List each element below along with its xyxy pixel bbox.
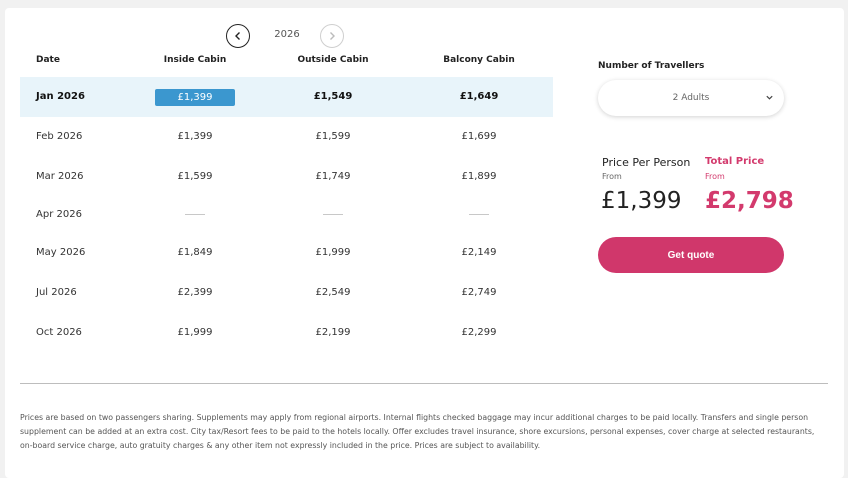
get-quote-button[interactable]: Get quote [598,237,784,273]
inside-price[interactable]: £1,599 [177,171,213,182]
table-row[interactable]: Feb 2026 £1,399 £1,599 £1,699 [20,117,553,157]
outside-price[interactable]: £2,199 [315,327,351,338]
table-row[interactable]: Jul 2026 £2,399 £2,549 £2,749 [20,273,553,313]
travellers-label: Number of Travellers [598,61,705,71]
outside-price[interactable]: £1,749 [315,171,351,182]
row-date: Feb 2026 [36,131,83,142]
chevron-right-icon [330,32,335,40]
unavailable-dash [136,209,254,215]
header-inside-cabin: Inside Cabin [163,55,227,65]
balcony-price[interactable]: £2,299 [461,327,497,338]
travellers-value: 2 Adults [672,93,710,103]
header-outside-cabin: Outside Cabin [297,55,369,65]
row-date: Jan 2026 [36,91,85,102]
table-row[interactable]: May 2026 £1,849 £1,999 £2,149 [20,233,553,273]
year-navigation: 2026 [226,24,348,50]
row-date: May 2026 [36,247,86,258]
chevron-down-icon [766,95,773,100]
balcony-price[interactable]: £1,899 [461,171,497,182]
balcony-price[interactable]: £2,749 [461,287,497,298]
balcony-price[interactable]: £1,649 [459,91,499,102]
inside-price[interactable]: £1,849 [177,247,213,258]
inside-price[interactable]: £2,399 [177,287,213,298]
price-per-person-label: Price Per Person [602,156,691,169]
price-table: Date Inside Cabin Outside Cabin Balcony … [20,55,553,353]
next-year-button[interactable] [320,24,344,48]
table-row[interactable]: Oct 2026 £1,999 £2,199 £2,299 [20,313,553,353]
price-per-person-value: £1,399 [601,188,682,214]
travellers-select[interactable]: 2 Adults [598,80,784,116]
row-date: Jul 2026 [36,287,77,298]
total-from: From [705,172,725,181]
inside-price-selected[interactable]: £1,399 [155,89,235,106]
unavailable-dash [420,209,538,215]
row-date: Oct 2026 [36,327,82,338]
unavailable-dash [274,209,392,215]
per-person-from: From [602,172,622,181]
table-row[interactable]: Mar 2026 £1,599 £1,749 £1,899 [20,157,553,197]
header-balcony-cabin: Balcony Cabin [443,55,515,65]
year-label: 2026 [274,29,300,40]
inside-price[interactable]: £1,999 [177,327,213,338]
prev-year-button[interactable] [226,24,250,48]
outside-price[interactable]: £1,999 [315,247,351,258]
disclaimer-text: Prices are based on two passengers shari… [20,413,815,450]
inside-price[interactable]: £1,399 [177,131,213,142]
balcony-price[interactable]: £2,149 [461,247,497,258]
outside-price[interactable]: £2,549 [315,287,351,298]
row-date: Mar 2026 [36,171,84,182]
header-date: Date [36,55,60,65]
table-header: Date Inside Cabin Outside Cabin Balcony … [20,55,553,77]
chevron-left-icon [235,32,240,40]
total-price-label: Total Price [705,156,765,167]
outside-price[interactable]: £1,549 [313,91,353,102]
divider [20,383,828,384]
table-row[interactable]: Jan 2026 £1,399 £1,549 £1,649 [20,77,553,117]
outside-price[interactable]: £1,599 [315,131,351,142]
table-row: Apr 2026 [20,197,553,233]
balcony-price[interactable]: £1,699 [461,131,497,142]
row-date: Apr 2026 [36,209,82,220]
total-price-value: £2,798 [705,188,794,214]
